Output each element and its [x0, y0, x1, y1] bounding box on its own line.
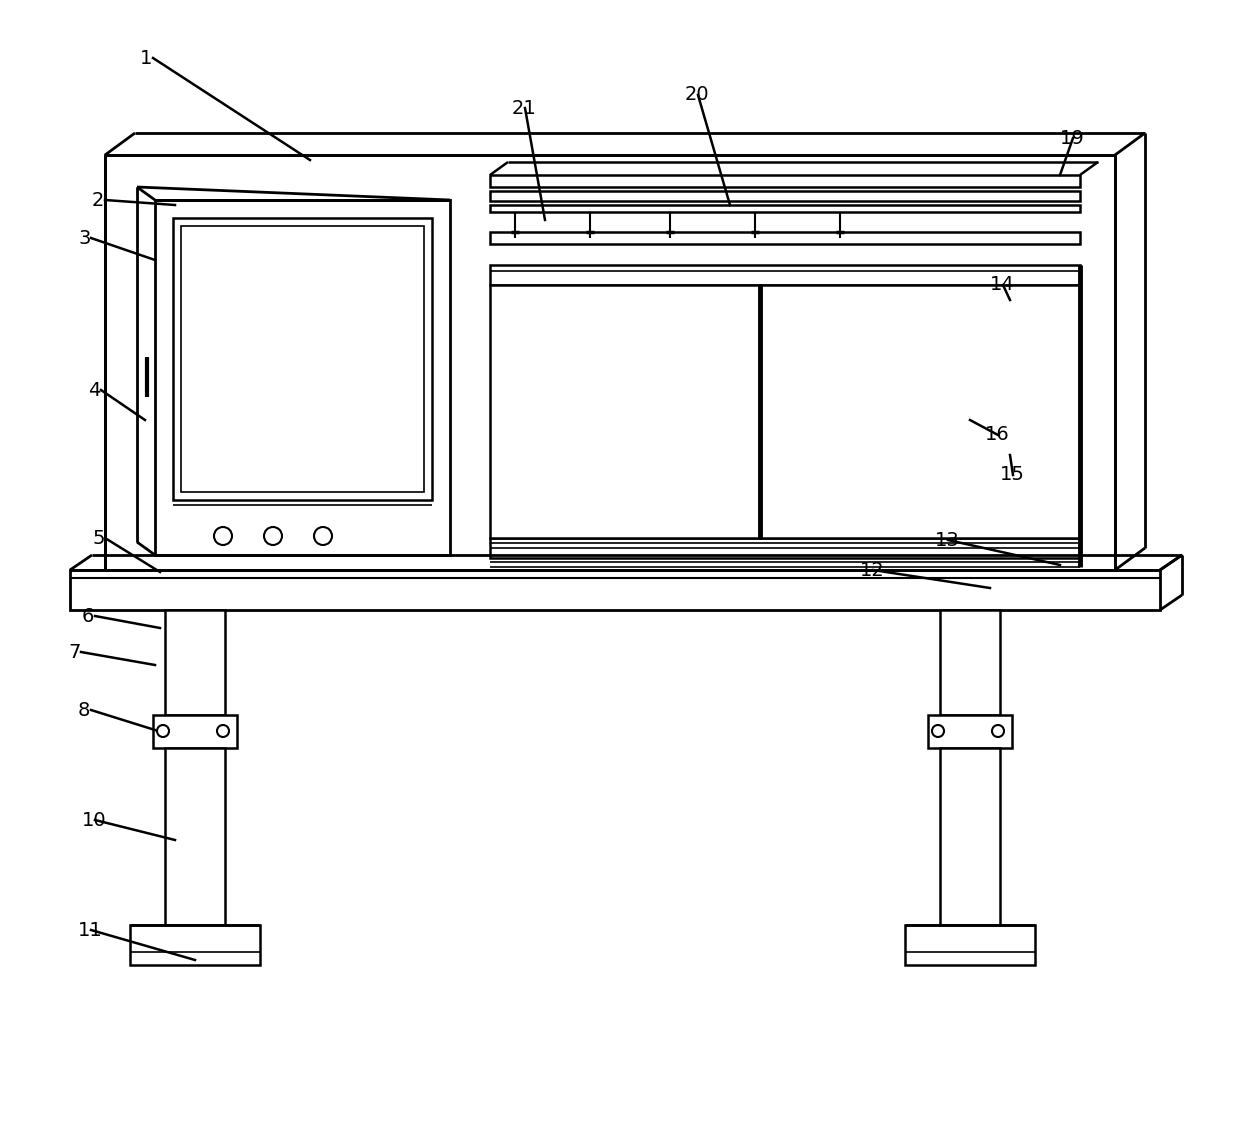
Text: 19: 19: [1060, 129, 1085, 147]
Text: 13: 13: [935, 530, 960, 549]
Bar: [181, 226, 424, 492]
Bar: [490, 264, 1080, 285]
Circle shape: [314, 527, 332, 545]
Circle shape: [932, 725, 944, 736]
Bar: [130, 925, 260, 964]
Bar: [490, 205, 1080, 212]
Circle shape: [264, 527, 281, 545]
Text: 5: 5: [92, 529, 104, 547]
Bar: [153, 715, 237, 748]
Bar: [69, 570, 1159, 610]
Bar: [928, 715, 1012, 748]
Circle shape: [157, 725, 169, 736]
Circle shape: [992, 725, 1004, 736]
Text: 3: 3: [78, 228, 91, 247]
Text: 15: 15: [999, 465, 1025, 484]
Bar: [490, 233, 1080, 244]
Bar: [940, 748, 999, 925]
Bar: [165, 610, 224, 715]
Bar: [105, 155, 1115, 570]
Text: 4: 4: [88, 381, 100, 399]
Text: 10: 10: [82, 811, 107, 830]
Text: 16: 16: [985, 425, 1009, 445]
Bar: [490, 176, 1080, 187]
Text: 8: 8: [78, 700, 91, 719]
Circle shape: [215, 527, 232, 545]
Bar: [165, 748, 224, 925]
Circle shape: [217, 725, 229, 736]
Bar: [760, 285, 1080, 538]
Text: 2: 2: [92, 190, 104, 210]
Bar: [940, 610, 999, 715]
Bar: [174, 218, 432, 500]
Bar: [490, 192, 1080, 201]
Text: 6: 6: [82, 606, 94, 626]
Text: 20: 20: [684, 86, 709, 105]
Bar: [155, 200, 450, 555]
Text: 11: 11: [78, 920, 103, 939]
Text: 14: 14: [990, 276, 1014, 294]
Bar: [905, 925, 1035, 964]
Bar: [490, 285, 760, 538]
Text: 7: 7: [68, 643, 81, 661]
Bar: [490, 538, 1080, 557]
Text: 21: 21: [512, 98, 537, 117]
Text: 12: 12: [861, 561, 885, 579]
Text: 1: 1: [140, 49, 153, 67]
